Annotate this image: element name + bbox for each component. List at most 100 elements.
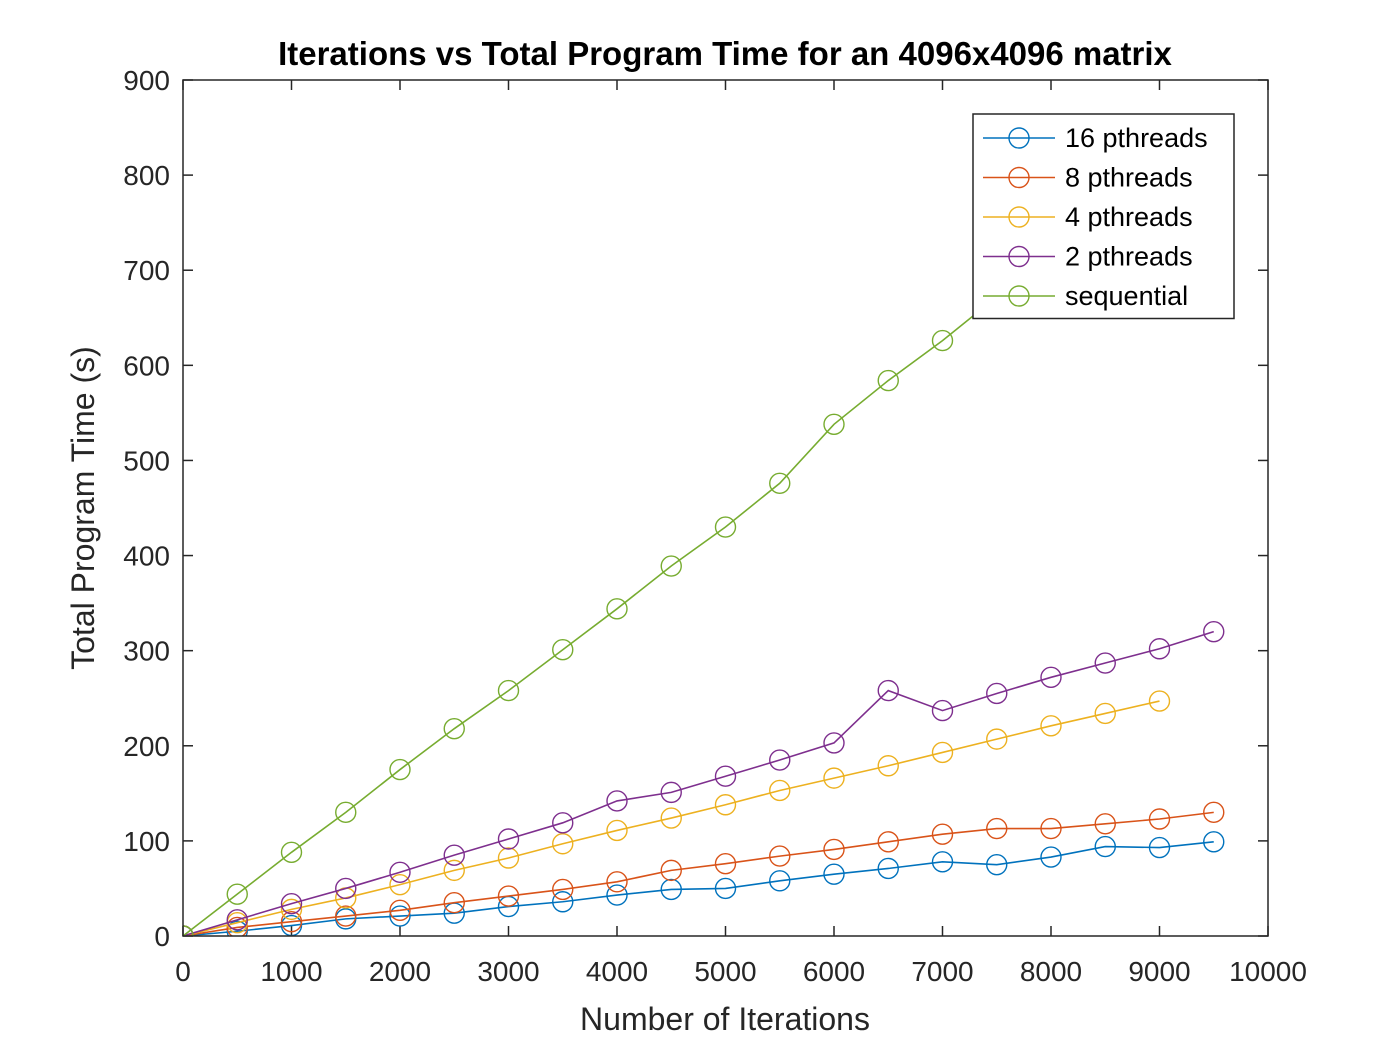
data-point — [497, 679, 520, 702]
legend-item: 2 pthreads — [983, 242, 1193, 272]
data-point — [823, 732, 845, 754]
data-point — [552, 639, 574, 661]
data-point — [1040, 715, 1062, 737]
data-point — [552, 812, 574, 834]
data-point — [552, 833, 574, 855]
data-point — [606, 790, 628, 812]
legend-label: 8 pthreads — [1065, 163, 1193, 193]
data-point — [986, 728, 1008, 750]
data-point — [606, 884, 628, 906]
y-tick-label: 800 — [123, 160, 170, 191]
data-point — [877, 369, 899, 392]
data-point — [552, 878, 574, 901]
data-point — [931, 699, 954, 722]
data-point — [389, 905, 411, 927]
legend-label: sequential — [1065, 281, 1188, 311]
data-point — [280, 892, 303, 915]
legend-item: sequential — [983, 281, 1188, 311]
data-point — [226, 909, 248, 931]
x-tick-label: 9000 — [1128, 956, 1190, 987]
x-tick-label: 8000 — [1020, 956, 1082, 987]
legend-swatch-marker — [1008, 206, 1030, 228]
data-point — [389, 899, 411, 922]
data-point — [823, 413, 845, 435]
data-point — [1040, 846, 1062, 868]
y-tick-label: 400 — [123, 541, 170, 572]
data-point — [823, 863, 845, 885]
data-point — [1148, 808, 1171, 830]
data-point — [1040, 817, 1062, 840]
legend-swatch-marker — [1008, 166, 1030, 189]
data-point — [280, 911, 303, 933]
y-axis-label: Total Program Time (s) — [65, 346, 101, 670]
x-tick-label: 5000 — [694, 956, 756, 987]
chart-title: Iterations vs Total Program Time for an … — [278, 35, 1172, 72]
data-point — [660, 807, 682, 829]
y-tick-label: 100 — [123, 826, 170, 857]
legend-label: 16 pthreads — [1065, 123, 1208, 153]
x-tick-label: 2000 — [369, 956, 431, 987]
legend-swatch-marker — [1008, 127, 1030, 149]
data-point — [1094, 835, 1116, 858]
data-point — [443, 717, 465, 740]
data-point — [280, 898, 303, 921]
data-point — [931, 823, 954, 845]
data-point — [714, 765, 737, 787]
data-point — [335, 877, 357, 900]
data-point — [443, 859, 465, 882]
data-point — [769, 870, 791, 892]
y-tick-label: 200 — [123, 731, 170, 762]
data-point — [226, 883, 248, 905]
data-point — [497, 885, 520, 907]
legend-item: 8 pthreads — [983, 163, 1193, 193]
data-point — [1094, 813, 1116, 835]
data-point — [986, 817, 1008, 840]
series-8-pthreads — [183, 801, 1225, 936]
data-point — [1094, 702, 1116, 725]
data-point — [335, 801, 357, 824]
x-tick-label: 3000 — [477, 956, 539, 987]
data-point — [769, 845, 791, 867]
data-point — [497, 828, 520, 850]
data-point — [660, 878, 682, 901]
data-point — [389, 861, 411, 883]
data-point — [497, 847, 520, 869]
data-point — [769, 472, 791, 494]
data-point — [280, 841, 303, 863]
y-tick-label: 500 — [123, 445, 170, 476]
series-2-pthreads — [183, 620, 1225, 936]
data-point — [1148, 690, 1171, 712]
data-point — [877, 679, 899, 702]
x-tick-label: 1000 — [260, 956, 322, 987]
data-point — [823, 838, 845, 861]
legend-swatch-marker — [1008, 245, 1030, 268]
x-tick-label: 4000 — [586, 956, 648, 987]
x-tick-label: 6000 — [803, 956, 865, 987]
data-point — [1203, 620, 1225, 643]
x-tick-label: 0 — [175, 956, 191, 987]
data-point — [877, 857, 899, 880]
legend-item: 4 pthreads — [983, 202, 1193, 232]
data-point — [877, 755, 899, 777]
data-point — [389, 873, 411, 896]
data-point — [1148, 638, 1171, 660]
y-tick-label: 300 — [123, 636, 170, 667]
series-line — [183, 811, 1214, 936]
data-point — [389, 758, 411, 781]
data-point — [931, 329, 954, 352]
data-point — [931, 851, 954, 873]
data-point — [714, 516, 737, 538]
y-tick-label: 900 — [123, 65, 170, 96]
tick-labels: 0 1000 2000 3000 4000 5000 6000 7000 8000 9000 100… — [123, 65, 1307, 987]
data-point — [606, 819, 628, 842]
legend-swatch-marker — [1008, 285, 1030, 307]
data-point — [660, 859, 682, 882]
data-point — [606, 598, 628, 620]
legend: 16 pthreads 8 pthreads 4 pthreads 2 pthread… — [972, 113, 1235, 320]
data-point — [769, 749, 791, 771]
y-tick-label: 0 — [154, 921, 170, 952]
data-point — [226, 916, 248, 936]
y-tick-label: 700 — [123, 255, 170, 286]
legend-item: 16 pthreads — [983, 123, 1208, 153]
